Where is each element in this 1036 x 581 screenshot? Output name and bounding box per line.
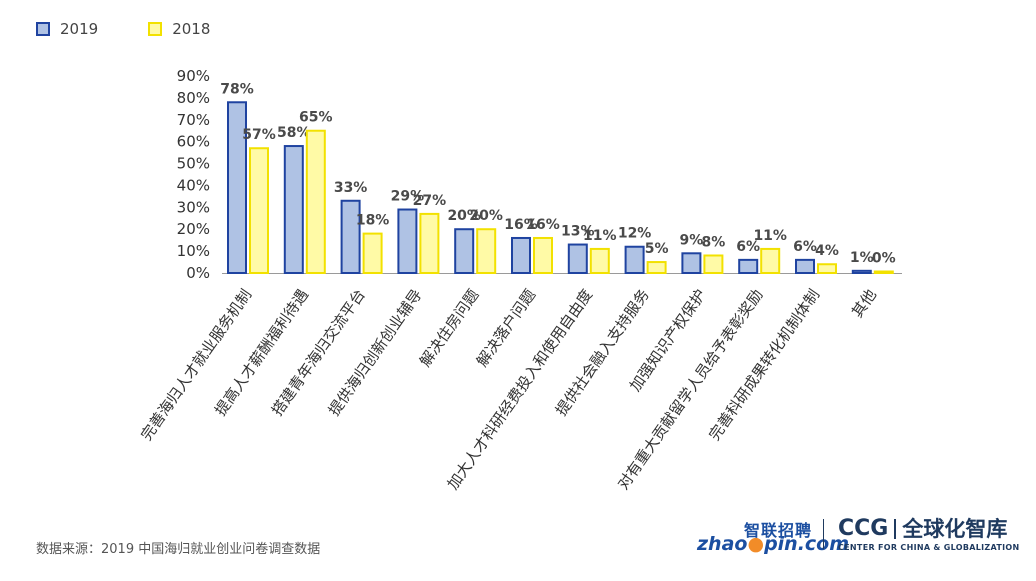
x-category-label: 完善海归人才就业服务机制 (137, 286, 255, 444)
bar-2019 (738, 258, 759, 275)
x-category-label: 完善科研成果转化机制体制 (705, 286, 823, 444)
zhaopin-logo-en: zhao●pin.com (697, 533, 849, 555)
data-label-2018: 57% (242, 127, 276, 143)
legend: 2019 2018 (36, 20, 210, 38)
bar-2018 (249, 147, 269, 275)
data-label-2018: 11% (753, 228, 787, 244)
y-tick-label: 80% (177, 89, 210, 107)
bar-2019 (283, 145, 304, 275)
bar-2018 (646, 261, 667, 274)
data-label-2019: 33% (334, 180, 368, 196)
data-label-2019: 16% (504, 217, 538, 233)
bar-2019 (681, 252, 702, 275)
y-tick-label: 50% (177, 155, 210, 173)
logo-divider (823, 519, 824, 549)
data-label-2019: 6% (736, 239, 760, 255)
data-label-2019: 20% (447, 208, 481, 224)
bar-2019 (397, 208, 418, 274)
ccg-logo-main: CCG 全球化智库 (838, 516, 1028, 542)
data-label-2019: 29% (391, 189, 425, 205)
y-tick-label: 90% (177, 67, 210, 85)
data-label-2019: 78% (220, 81, 254, 97)
data-label-2018: 0% (872, 251, 896, 267)
zhaopin-logo-dot: ● (747, 533, 765, 555)
legend-item-2019: 2019 (36, 20, 98, 38)
data-label-2018: 27% (413, 193, 447, 209)
data-label-2019: 6% (793, 239, 817, 255)
y-tick-label: 70% (177, 111, 210, 129)
bar-2019 (454, 228, 475, 275)
zhaopin-logo-cn: 智联招聘 (743, 521, 812, 540)
legend-label-2018: 2018 (172, 20, 211, 38)
data-label-2018: 4% (815, 243, 839, 259)
data-label-2018: 8% (702, 234, 726, 250)
x-category-label: 其他 (848, 286, 880, 321)
data-label-2018: 11% (583, 228, 617, 244)
zhaopin-logo-en-a: zhao (697, 533, 748, 555)
data-label-2019: 12% (618, 226, 652, 242)
bar-2018 (817, 263, 837, 275)
bar-2019 (340, 199, 361, 274)
data-label-2019: 13% (561, 224, 595, 240)
y-tick-label: 10% (177, 242, 210, 260)
data-source-note: 数据来源：2019 中国海归就业创业问卷调查数据 (36, 542, 321, 557)
bar-2018 (305, 129, 326, 274)
x-category-label: 解决住房问题 (416, 286, 482, 370)
ccg-logo-separator (894, 519, 897, 539)
legend-swatch-2019 (36, 22, 50, 36)
bar-2019 (227, 101, 247, 275)
ccg-logo-cn: 全球化智库 (902, 517, 1008, 541)
bar-2018 (476, 228, 497, 275)
data-label-2019: 1% (850, 250, 874, 266)
data-label-2018: 20% (469, 208, 503, 224)
bar-chart: 0% 10% 20% 30% 40% 50% 60% 70% 80% 90% 78% 57% 完善海归人… (137, 67, 902, 493)
data-label-2018: 16% (526, 217, 560, 233)
data-label-2019: 58% (277, 125, 311, 141)
zhaopin-logo: 智联招聘 zhao●pin.com (697, 517, 849, 557)
x-category-label: 解决落户问题 (473, 286, 539, 370)
bar-2018 (760, 247, 781, 275)
ccg-logo-en: CENTER FOR CHINA & GLOBALIZATION (838, 543, 1020, 552)
bar-2018 (589, 247, 610, 275)
data-label-2018: 18% (356, 213, 390, 229)
bar-2018 (419, 212, 440, 274)
legend-label-2019: 2019 (60, 20, 99, 38)
bar-2018 (873, 270, 894, 274)
bar-2019 (624, 245, 645, 275)
y-tick-label: 30% (177, 198, 210, 216)
bar-2018 (362, 232, 383, 275)
data-label-2018: 5% (645, 241, 669, 257)
y-tick-label: 60% (177, 133, 210, 151)
y-tick-label: 40% (177, 176, 210, 194)
data-label-2018: 65% (299, 110, 333, 126)
bar-2019 (511, 236, 531, 275)
zhaopin-logo-en-b: pin.com (764, 533, 850, 555)
ccg-logo-mark: CCG (838, 516, 889, 541)
bar-2019 (851, 269, 872, 274)
bar-2018 (533, 236, 553, 275)
bar-2019 (795, 258, 815, 275)
ccg-logo: CCG 全球化智库 CENTER FOR CHINA & GLOBALIZATI… (838, 517, 1028, 557)
legend-item-2018: 2018 (148, 20, 210, 38)
y-tick-label: 20% (177, 220, 210, 238)
legend-swatch-2018 (148, 22, 163, 36)
bar-2018 (703, 254, 724, 275)
bar-2019 (567, 243, 588, 275)
y-tick-label: 0% (186, 264, 210, 282)
data-label-2019: 9% (680, 232, 704, 248)
